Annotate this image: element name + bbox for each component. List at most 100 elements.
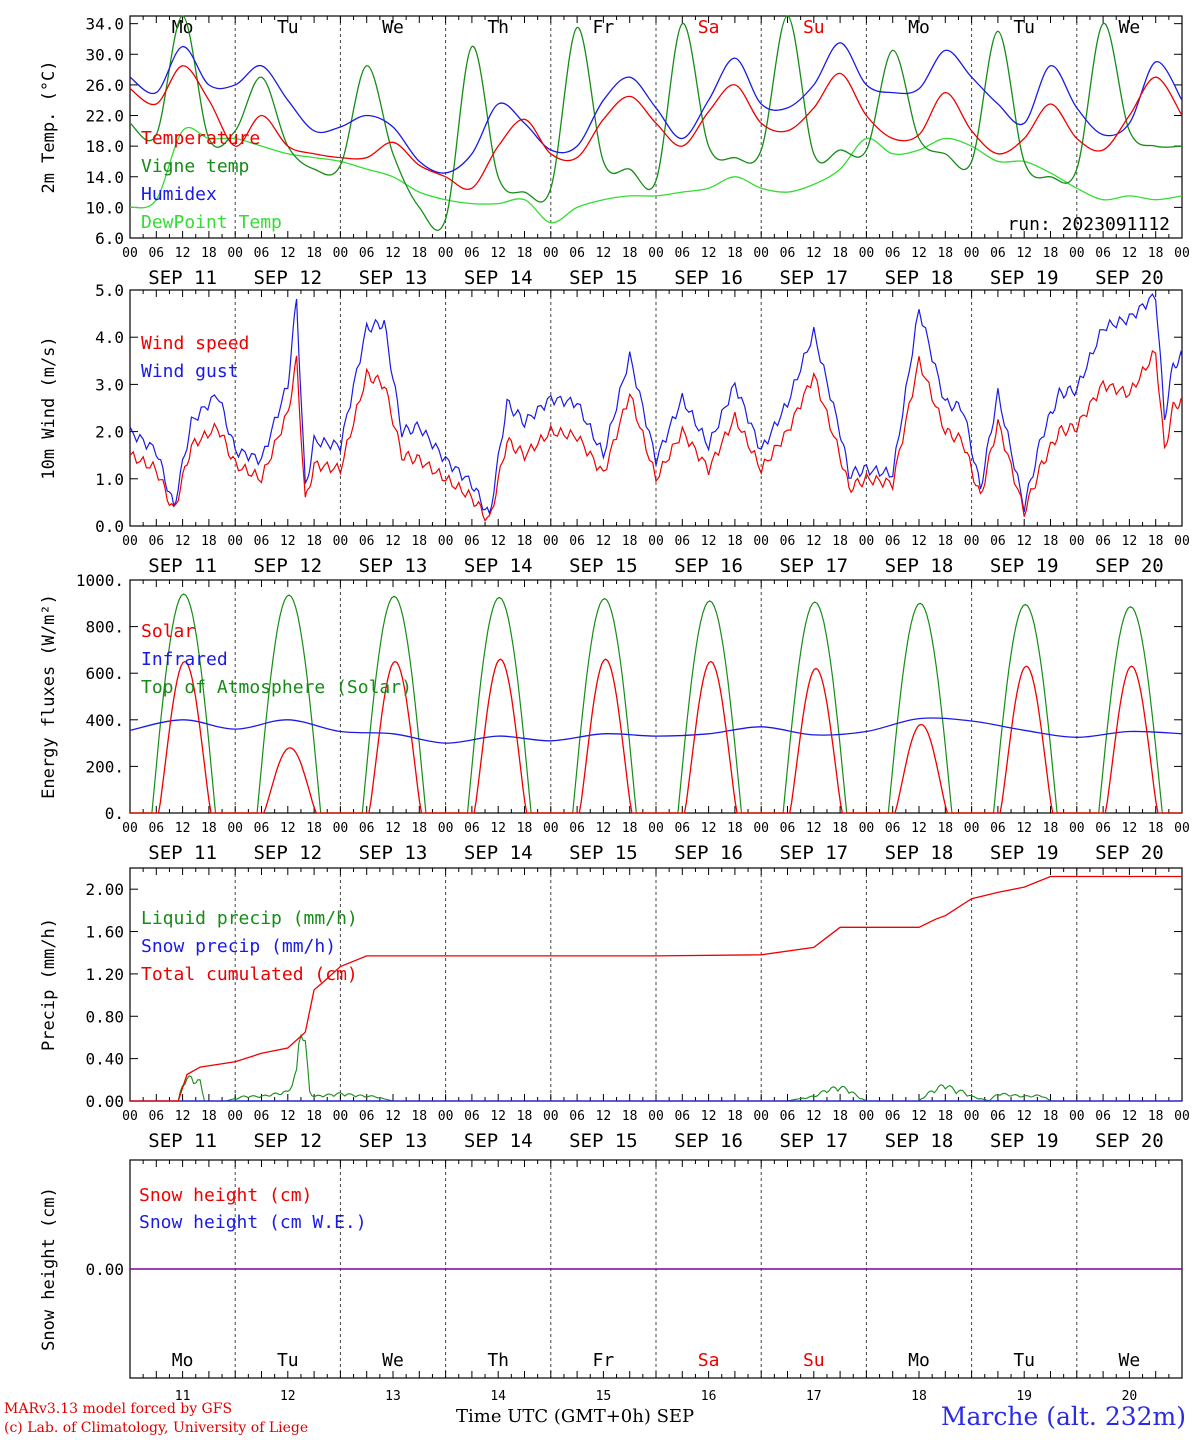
wind-hour-label: 18 bbox=[727, 534, 743, 549]
snow-legend-entry: Snow height (cm W.E.) bbox=[139, 1212, 367, 1233]
wind-date-label: SEP 14 bbox=[464, 555, 533, 577]
precip-hour-label: 12 bbox=[1122, 1109, 1138, 1124]
wind-hour-label: 00 bbox=[438, 534, 454, 549]
precip-hour-label: 00 bbox=[122, 1109, 138, 1124]
precip-hour-label: 00 bbox=[964, 1109, 980, 1124]
precip-hour-label: 18 bbox=[727, 1109, 743, 1124]
precip-hour-label: 18 bbox=[306, 1109, 322, 1124]
wind-panel: 5.0 4.0 3.0 2.0 1.0 0.0 10m Wind (m/s) Wind spe… bbox=[39, 281, 1190, 577]
temp-run-annotation: run: 2023091112 bbox=[1007, 214, 1170, 235]
temp-date-label: SEP 17 bbox=[779, 267, 848, 289]
temp-date-label: SEP 18 bbox=[885, 267, 954, 289]
temp-hour-label: 18 bbox=[411, 246, 427, 261]
energy-hour-label: 18 bbox=[937, 821, 953, 836]
wind-date-label: SEP 18 bbox=[885, 555, 954, 577]
snow-day-number: 18 bbox=[911, 1389, 927, 1404]
temp-day-name: Su bbox=[803, 17, 825, 38]
temp-hour-label: 12 bbox=[385, 246, 401, 261]
temp-legend-entry: Vigne temp bbox=[141, 156, 249, 177]
temp-hour-label: 06 bbox=[990, 246, 1006, 261]
wind-hour-label: 06 bbox=[780, 534, 796, 549]
energy-hour-label: 18 bbox=[306, 821, 322, 836]
energy-hour-label: 18 bbox=[411, 821, 427, 836]
temp-hour-label: 12 bbox=[1122, 246, 1138, 261]
precip-hour-label: 00 bbox=[438, 1109, 454, 1124]
model-credit: MARv3.13 model forced by GFS bbox=[4, 1401, 233, 1417]
energy-hour-label: 12 bbox=[280, 821, 296, 836]
temp-hour-label: 18 bbox=[937, 246, 953, 261]
snow-day-name: Sa bbox=[698, 1350, 720, 1371]
precip-hour-label: 18 bbox=[1148, 1109, 1164, 1124]
energy-hour-label: 12 bbox=[911, 821, 927, 836]
precip-hour-label: 12 bbox=[701, 1109, 717, 1124]
temp-day-name: We bbox=[382, 17, 404, 38]
snow-day-name: We bbox=[382, 1350, 404, 1371]
snow-day-number: 20 bbox=[1122, 1389, 1138, 1404]
precip-hour-label: 00 bbox=[227, 1109, 243, 1124]
wind-series-wind-gust bbox=[129, 293, 1183, 515]
precip-hour-label: 12 bbox=[806, 1109, 822, 1124]
precip-hour-label: 06 bbox=[990, 1109, 1006, 1124]
wind-hour-label: 06 bbox=[990, 534, 1006, 549]
temp-hour-label: 18 bbox=[1148, 246, 1164, 261]
precip-hour-label: 12 bbox=[1016, 1109, 1032, 1124]
energy-hour-label: 12 bbox=[1016, 821, 1032, 836]
temp-hour-label: 06 bbox=[254, 246, 270, 261]
temp-date-label: SEP 16 bbox=[674, 267, 743, 289]
snow-day-name: Fr bbox=[593, 1350, 615, 1371]
temp-hour-label: 12 bbox=[280, 246, 296, 261]
precip-date-label: SEP 13 bbox=[359, 1130, 428, 1152]
energy-hour-label: 12 bbox=[596, 821, 612, 836]
wind-ylabel: 10m Wind (m/s) bbox=[39, 336, 59, 479]
energy-date-label: SEP 20 bbox=[1095, 842, 1164, 864]
energy-hour-label: 00 bbox=[859, 821, 875, 836]
energy-ytick-label: 800. bbox=[85, 618, 124, 637]
wind-hour-label: 18 bbox=[411, 534, 427, 549]
wind-series-wind-speed bbox=[129, 350, 1183, 522]
wind-hour-label: 00 bbox=[333, 534, 349, 549]
wind-date-label: SEP 13 bbox=[359, 555, 428, 577]
energy-hour-label: 18 bbox=[832, 821, 848, 836]
wind-hour-label: 00 bbox=[753, 534, 769, 549]
energy-ytick-label: 0. bbox=[105, 804, 124, 823]
temp-legend-entry: Humidex bbox=[141, 184, 217, 205]
precip-series-total bbox=[130, 875, 1182, 1102]
temp-hour-label: 00 bbox=[1069, 246, 1085, 261]
snow-day-number: 13 bbox=[385, 1389, 401, 1404]
precip-hour-label: 06 bbox=[569, 1109, 585, 1124]
wind-hour-label: 06 bbox=[464, 534, 480, 549]
temp-hour-label: 12 bbox=[911, 246, 927, 261]
wind-hour-label: 06 bbox=[885, 534, 901, 549]
snow-day-number: 11 bbox=[175, 1389, 191, 1404]
energy-hour-label: 06 bbox=[990, 821, 1006, 836]
temp-day-name: Sa bbox=[698, 17, 720, 38]
precip-hour-label: 18 bbox=[517, 1109, 533, 1124]
temp-hour-label: 12 bbox=[806, 246, 822, 261]
temp-hour-label: 06 bbox=[674, 246, 690, 261]
snow-ylabel: Snow height (cm) bbox=[39, 1187, 59, 1351]
temp-date-label: SEP 12 bbox=[253, 267, 322, 289]
wind-hour-label: 00 bbox=[859, 534, 875, 549]
precip-hour-label: 12 bbox=[596, 1109, 612, 1124]
energy-hour-label: 12 bbox=[385, 821, 401, 836]
temp-date-label: SEP 20 bbox=[1095, 267, 1164, 289]
temp-ytick-label: 30.0 bbox=[85, 45, 124, 64]
wind-legend-entry: Wind speed bbox=[141, 333, 249, 354]
energy-hour-label: 06 bbox=[464, 821, 480, 836]
wind-hour-label: 12 bbox=[911, 534, 927, 549]
energy-series-infrared bbox=[129, 717, 1183, 744]
snow-legend-entry: Snow height (cm) bbox=[139, 1185, 312, 1206]
wind-hour-label: 00 bbox=[1069, 534, 1085, 549]
energy-hour-label: 06 bbox=[254, 821, 270, 836]
temp-hour-label: 12 bbox=[1016, 246, 1032, 261]
precip-date-label: SEP 20 bbox=[1095, 1130, 1164, 1152]
energy-hour-label: 00 bbox=[227, 821, 243, 836]
energy-hour-label: 12 bbox=[806, 821, 822, 836]
snow-day-number: 17 bbox=[806, 1389, 822, 1404]
energy-hour-label: 18 bbox=[1148, 821, 1164, 836]
energy-hour-label: 12 bbox=[175, 821, 191, 836]
energy-hour-label: 00 bbox=[122, 821, 138, 836]
precip-panel: 2.00 1.60 1.20 0.80 0.40 0.00 Precip (mm/h) Liq… bbox=[39, 867, 1190, 1152]
energy-hour-label: 12 bbox=[1122, 821, 1138, 836]
wind-hour-label: 06 bbox=[254, 534, 270, 549]
